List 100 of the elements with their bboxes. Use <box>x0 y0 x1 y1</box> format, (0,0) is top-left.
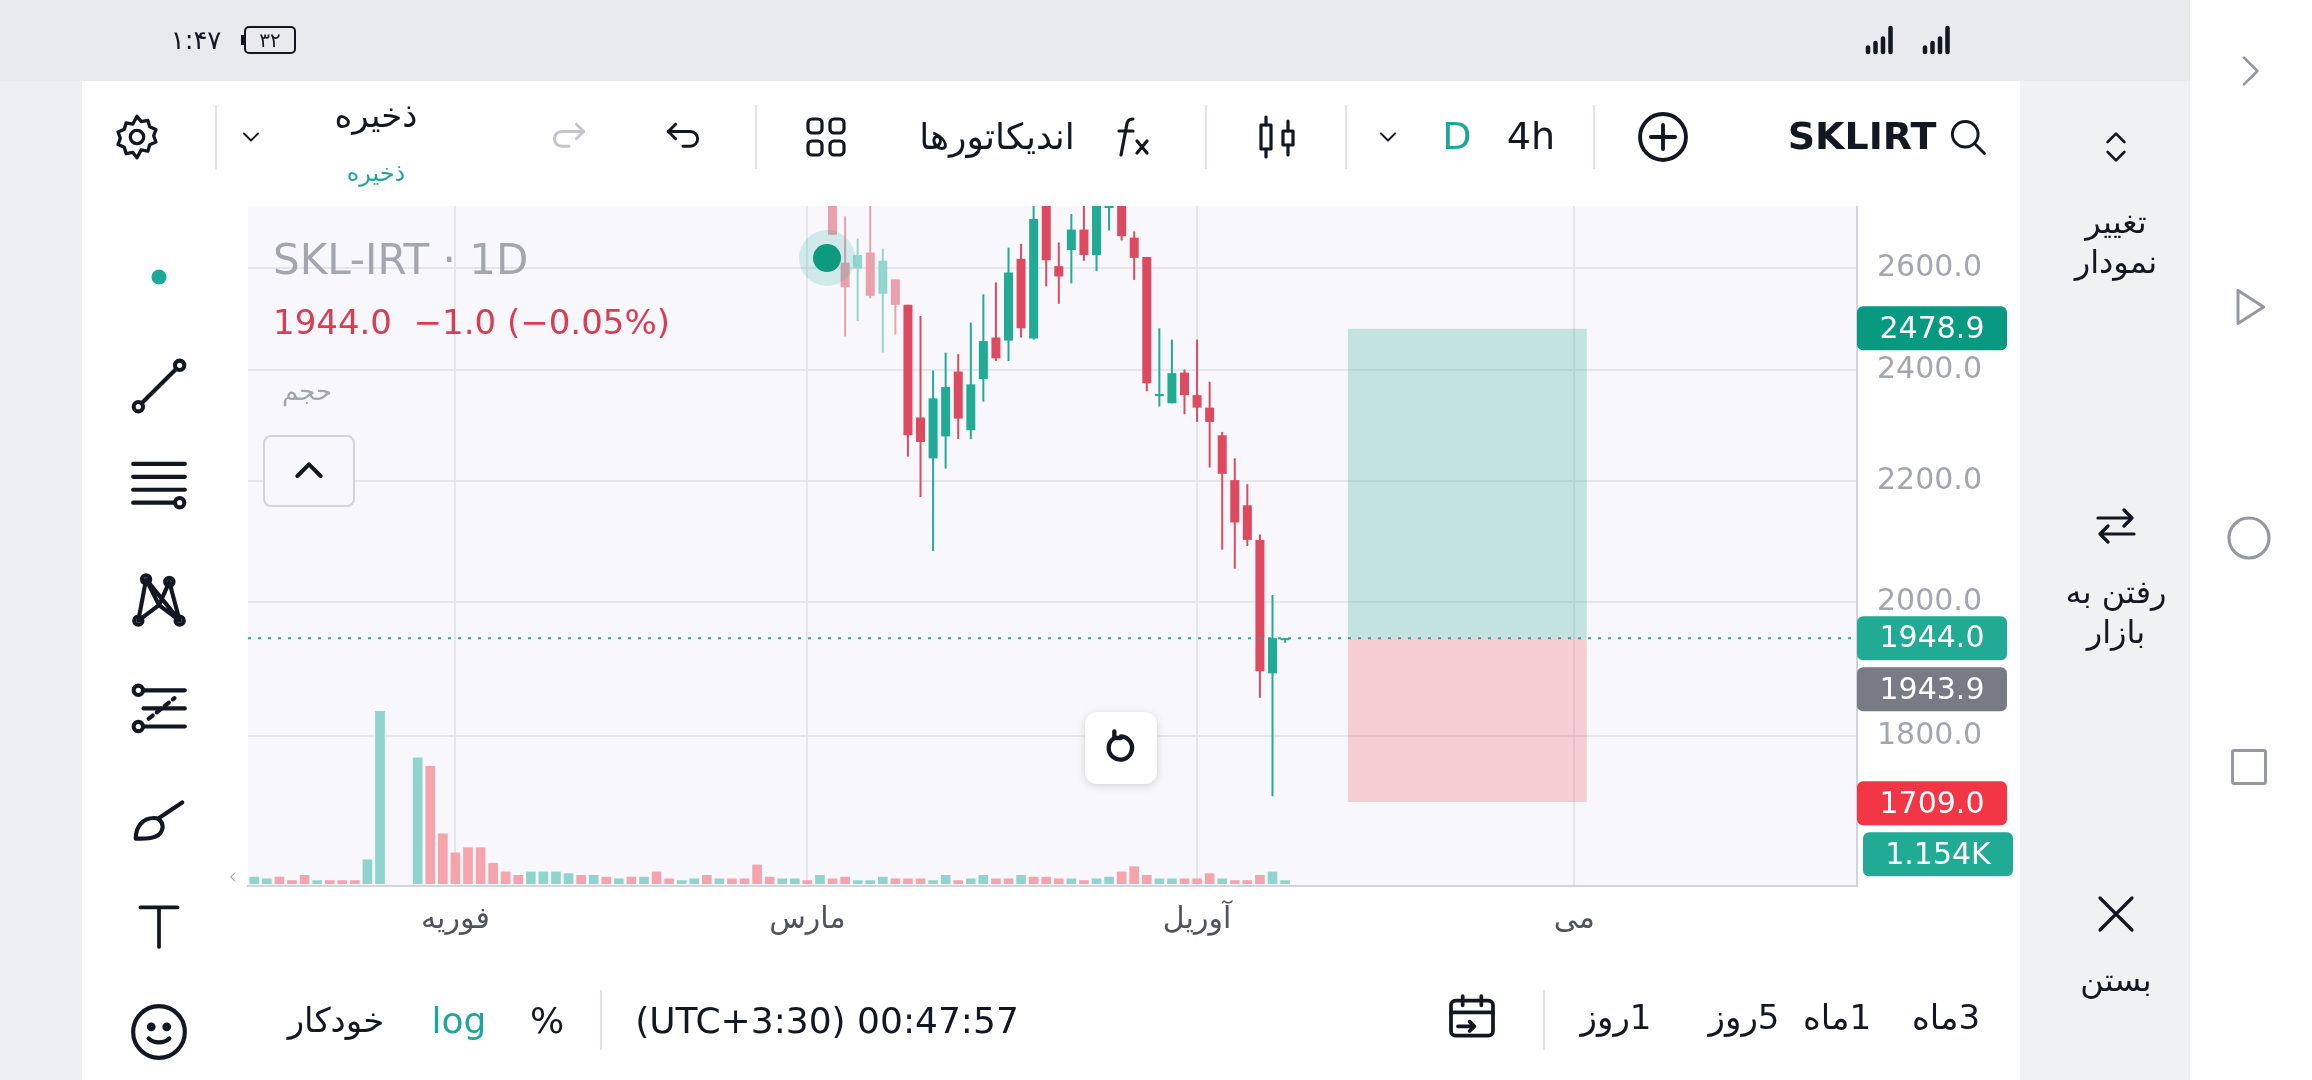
bar <box>626 876 637 884</box>
bar <box>1255 875 1265 884</box>
bar <box>991 878 1001 884</box>
bar <box>362 859 373 884</box>
bar <box>764 876 775 884</box>
candlestick <box>1054 241 1064 305</box>
candlestick <box>916 314 926 499</box>
text: D <box>1442 113 1472 161</box>
bar <box>551 871 561 884</box>
bar <box>852 880 863 884</box>
bar <box>450 852 461 884</box>
bar <box>463 847 473 884</box>
bar <box>262 878 272 884</box>
candlestick <box>991 281 1001 362</box>
bar <box>375 711 385 884</box>
y-tick-label: 2000.0 <box>1877 581 1982 617</box>
text: ۳۲ <box>259 27 281 53</box>
bar <box>563 873 574 884</box>
bar <box>350 880 360 884</box>
candlestick <box>1129 230 1139 281</box>
bar <box>752 864 762 884</box>
bar <box>287 880 297 884</box>
bar <box>689 878 700 884</box>
bar <box>488 862 498 884</box>
bar <box>438 833 448 884</box>
bar <box>877 876 888 884</box>
x-tick-label: آوریل <box>1162 899 1233 936</box>
bar <box>601 876 612 884</box>
candlestick <box>1192 338 1202 423</box>
bar <box>676 880 687 884</box>
bar <box>475 847 486 884</box>
text: 3ماه <box>1911 995 1981 1039</box>
text: 1709.0 <box>1857 781 2007 825</box>
bar <box>538 871 549 884</box>
bar <box>865 880 876 884</box>
text: خودکار <box>287 998 385 1042</box>
text: 1ماه <box>1802 995 1872 1039</box>
bar <box>928 880 938 884</box>
bar <box>965 878 976 884</box>
x-tick-label: فوریه <box>421 899 490 935</box>
candlestick <box>1066 212 1076 285</box>
text: SKLIRT <box>1787 113 1937 161</box>
bar <box>1204 873 1215 884</box>
text: (UTC+3:30) 00:47:57 <box>635 998 1019 1043</box>
bar <box>915 878 926 884</box>
text: 1944.0 −1.0 (−0.05%) <box>273 302 670 342</box>
bar <box>425 766 436 884</box>
bar <box>739 878 750 884</box>
bar <box>1229 880 1240 884</box>
bar <box>714 878 725 884</box>
text: 1943.9 <box>1857 667 2007 711</box>
text: 1روز <box>1580 995 1652 1039</box>
bar <box>1028 876 1039 884</box>
bar <box>500 871 511 884</box>
text: SKL-IRT · 1D <box>273 234 529 284</box>
bar <box>639 876 649 884</box>
bar <box>1016 875 1026 884</box>
candlestick <box>853 237 863 323</box>
bar <box>651 871 662 884</box>
bar <box>727 878 737 884</box>
bar <box>1129 866 1140 884</box>
candlestick <box>1205 380 1215 469</box>
bar <box>890 878 901 884</box>
bar <box>777 878 788 884</box>
bar <box>526 871 536 884</box>
bar <box>789 878 800 884</box>
text: بستن <box>2080 960 2152 1000</box>
bar <box>1167 878 1177 884</box>
bar <box>513 875 524 884</box>
text: log <box>431 998 487 1043</box>
bar <box>827 878 838 884</box>
text: ۱:۴۷ <box>170 23 222 57</box>
bar <box>1217 878 1228 884</box>
bar <box>1179 878 1190 884</box>
bar <box>1104 876 1114 884</box>
bar <box>903 878 913 884</box>
text: % <box>529 998 565 1043</box>
x-tick-label: می <box>1553 899 1595 935</box>
y-tick-label: 1800.0 <box>1877 715 1982 751</box>
bar <box>312 880 322 884</box>
bar <box>588 875 599 884</box>
bar <box>1041 876 1052 884</box>
bar <box>815 875 825 884</box>
text: تغییر نمودار <box>2072 202 2159 282</box>
bar <box>274 876 285 884</box>
ref-line-label: 1944.0 <box>1879 618 1985 654</box>
bar <box>1280 880 1290 884</box>
y-tick-label: 2200.0 <box>1877 460 1982 496</box>
bar <box>1066 878 1077 884</box>
bar <box>940 875 951 884</box>
bar <box>1192 878 1202 884</box>
bar <box>576 875 586 884</box>
text: 1.154K <box>1863 832 2013 876</box>
bar <box>299 875 310 884</box>
text: ذخیره <box>346 158 406 188</box>
candlestick <box>1154 327 1164 408</box>
bar <box>840 876 850 884</box>
text: 2478.9 <box>1857 306 2007 350</box>
text: ذخیره <box>334 93 418 137</box>
bar <box>1267 871 1278 884</box>
